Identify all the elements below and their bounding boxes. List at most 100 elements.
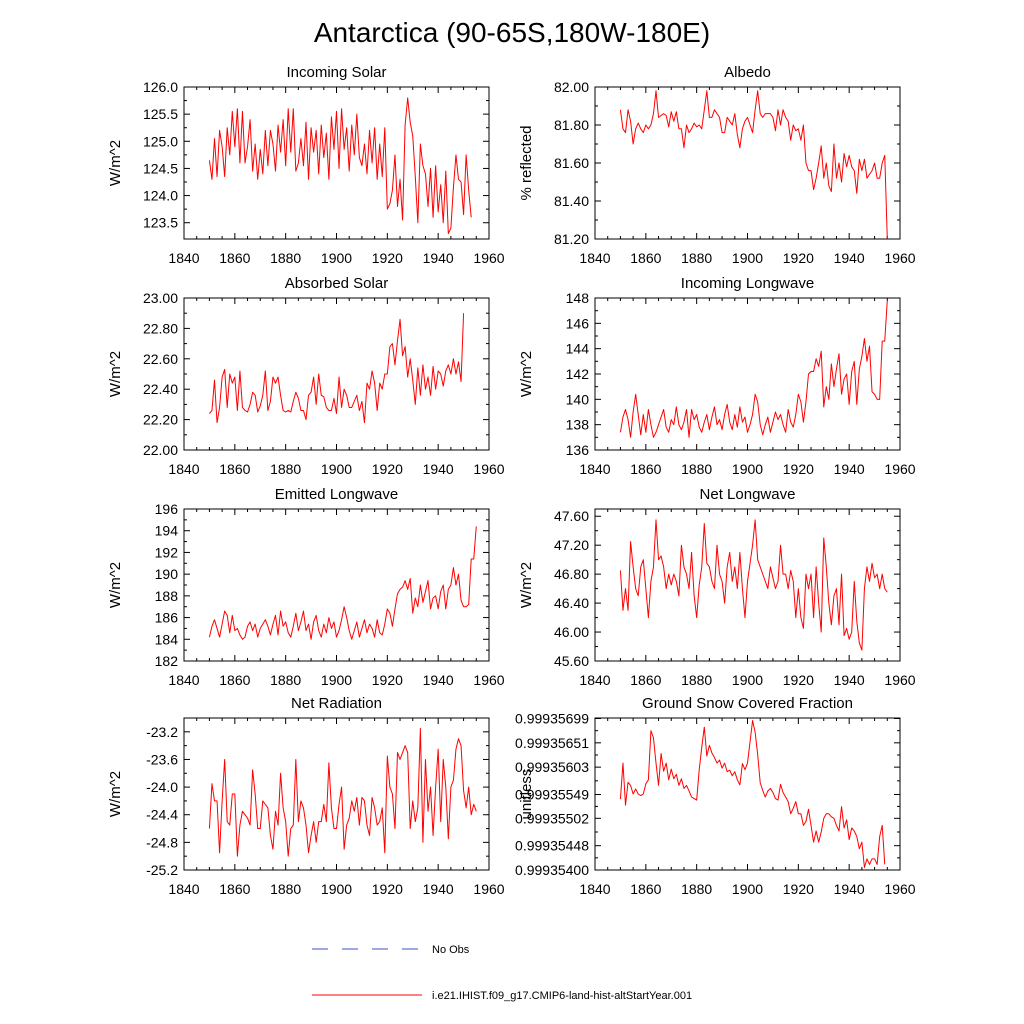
net-radiation-x-tick-label: 1840	[168, 881, 199, 897]
incoming-solar-x-tick-label: 1960	[473, 250, 504, 266]
emitted-longwave-x-tick-label: 1920	[372, 672, 403, 688]
incoming-longwave-title: Incoming Longwave	[681, 275, 814, 292]
incoming-solar-x-tick-label: 1840	[168, 250, 199, 266]
chart-panels: Incoming Solar W/m^2 1840 1860 1880 1900 1920 1…	[107, 64, 916, 897]
incoming-solar-y-axis-label: W/m^2	[107, 140, 124, 186]
net-longwave-y-tick-label: 47.60	[554, 508, 589, 524]
incoming-solar-x-tick-label: 1860	[219, 250, 250, 266]
ground-snow-covered-fraction-y-tick-label: 0.99935549	[515, 787, 589, 803]
absorbed-solar-x-tick-label: 1880	[270, 461, 301, 477]
incoming-longwave-x-tick-label: 1940	[834, 461, 865, 477]
net-radiation-y-tick-label: -25.2	[146, 862, 178, 878]
net-longwave-y-tick-label: 46.00	[554, 624, 589, 640]
incoming-solar-title: Incoming Solar	[286, 64, 386, 81]
incoming-solar-y-tick-label: 124.5	[143, 160, 178, 176]
net-longwave-y-tick-label: 46.40	[554, 595, 589, 611]
net-longwave-x-tick-label: 1940	[834, 672, 865, 688]
incoming-solar-x-tick-label: 1880	[270, 250, 301, 266]
emitted-longwave-y-tick-label: 184	[155, 631, 179, 647]
ground-snow-covered-fraction-x-tick-label: 1880	[681, 881, 712, 897]
net-radiation-x-tick-label: 1920	[372, 881, 403, 897]
ground-snow-covered-fraction-x-tick-label: 1840	[579, 881, 610, 897]
absorbed-solar-panel: Absorbed Solar W/m^2 1840 1860 1880 1900 1920 1…	[107, 275, 505, 477]
ground-snow-covered-fraction-y-tick-label: 0.99935400	[515, 862, 589, 878]
ground-snow-covered-fraction-panel: Ground Snow Covered Fraction unitless 1840…	[515, 695, 916, 897]
absorbed-solar-x-tick-label: 1900	[321, 461, 352, 477]
absorbed-solar-y-tick-label: 22.60	[143, 351, 178, 367]
albedo-x-tick-label: 1920	[783, 250, 814, 266]
ground-snow-covered-fraction-y-tick-label: 0.99935651	[515, 735, 589, 751]
net-longwave-y-tick-label: 47.20	[554, 537, 589, 553]
emitted-longwave-x-tick-label: 1840	[168, 672, 199, 688]
ground-snow-covered-fraction-y-tick-label: 0.99935603	[515, 759, 589, 775]
ground-snow-covered-fraction-title: Ground Snow Covered Fraction	[642, 695, 853, 712]
net-longwave-y-axis-label: W/m^2	[518, 562, 535, 608]
albedo-y-axis-label: % reflected	[518, 125, 535, 200]
incoming-longwave-y-tick-label: 148	[566, 290, 590, 306]
absorbed-solar-series-line	[209, 313, 465, 424]
figure-title: Antarctica (90-65S,180W-180E)	[314, 17, 710, 48]
net-longwave-x-tick-label: 1860	[630, 672, 661, 688]
incoming-longwave-x-tick-label: 1960	[884, 461, 915, 477]
ground-snow-covered-fraction-y-tick-label: 0.99935502	[515, 810, 589, 826]
incoming-longwave-y-axis-label: W/m^2	[518, 351, 535, 397]
net-radiation-x-tick-label: 1860	[219, 881, 250, 897]
net-longwave-x-tick-label: 1880	[681, 672, 712, 688]
ground-snow-covered-fraction-series-line	[619, 720, 886, 868]
net-radiation-y-axis-label: W/m^2	[107, 771, 124, 817]
albedo-y-tick-label: 81.80	[554, 117, 589, 133]
incoming-solar-y-tick-label: 125.5	[143, 106, 178, 122]
net-radiation-x-tick-label: 1940	[423, 881, 454, 897]
net-longwave-x-tick-label: 1920	[783, 672, 814, 688]
emitted-longwave-x-tick-label: 1960	[473, 672, 504, 688]
emitted-longwave-x-tick-label: 1860	[219, 672, 250, 688]
albedo-x-tick-label: 1880	[681, 250, 712, 266]
net-radiation-y-tick-label: -24.8	[146, 834, 178, 850]
incoming-longwave-y-tick-label: 140	[566, 391, 590, 407]
incoming-longwave-x-tick-label: 1880	[681, 461, 712, 477]
net-longwave-x-tick-label: 1960	[884, 672, 915, 688]
net-longwave-x-tick-label: 1900	[732, 672, 763, 688]
emitted-longwave-y-tick-label: 194	[155, 523, 179, 539]
legend-obs-label: No Obs	[432, 944, 470, 956]
albedo-title: Albedo	[724, 64, 771, 81]
absorbed-solar-y-tick-label: 23.00	[143, 290, 178, 306]
incoming-longwave-y-tick-label: 142	[566, 366, 590, 382]
ground-snow-covered-fraction-x-tick-label: 1940	[834, 881, 865, 897]
incoming-longwave-y-tick-label: 146	[566, 315, 590, 331]
ground-snow-covered-fraction-x-tick-label: 1900	[732, 881, 763, 897]
absorbed-solar-title: Absorbed Solar	[285, 275, 388, 292]
incoming-longwave-panel: Incoming Longwave W/m^2 1840 1860 1880 1900 19…	[518, 275, 916, 477]
absorbed-solar-y-tick-label: 22.80	[143, 320, 178, 336]
absorbed-solar-y-tick-label: 22.00	[143, 442, 178, 458]
incoming-longwave-plot-frame	[594, 297, 901, 451]
net-radiation-plot-frame	[183, 717, 490, 871]
net-longwave-series-line	[619, 519, 888, 651]
absorbed-solar-x-tick-label: 1840	[168, 461, 199, 477]
emitted-longwave-series-line	[208, 526, 477, 640]
net-radiation-y-tick-label: -23.6	[146, 751, 178, 767]
absorbed-solar-x-tick-label: 1960	[473, 461, 504, 477]
ground-snow-covered-fraction-x-tick-label: 1920	[783, 881, 814, 897]
incoming-longwave-x-tick-label: 1900	[732, 461, 763, 477]
emitted-longwave-x-tick-label: 1900	[321, 672, 352, 688]
albedo-y-tick-label: 81.20	[554, 231, 589, 247]
ground-snow-covered-fraction-y-axis-label: unitless	[518, 769, 535, 820]
net-radiation-y-tick-label: -23.2	[146, 724, 178, 740]
albedo-panel: Albedo % reflected 1840 1860 1880 1900 1920 194…	[518, 64, 916, 266]
incoming-longwave-x-tick-label: 1860	[630, 461, 661, 477]
albedo-x-tick-label: 1900	[732, 250, 763, 266]
net-radiation-title: Net Radiation	[291, 695, 382, 712]
emitted-longwave-y-tick-label: 188	[155, 588, 179, 604]
net-radiation-series-line	[208, 727, 477, 857]
albedo-x-tick-label: 1840	[579, 250, 610, 266]
albedo-x-tick-label: 1860	[630, 250, 661, 266]
emitted-longwave-y-tick-label: 192	[155, 544, 179, 560]
absorbed-solar-y-axis-label: W/m^2	[107, 351, 124, 397]
incoming-longwave-y-tick-label: 136	[566, 442, 590, 458]
net-radiation-y-tick-label: -24.4	[146, 807, 178, 823]
emitted-longwave-y-tick-label: 190	[155, 566, 179, 582]
incoming-solar-panel: Incoming Solar W/m^2 1840 1860 1880 1900 1920 1…	[107, 64, 505, 266]
absorbed-solar-x-tick-label: 1860	[219, 461, 250, 477]
